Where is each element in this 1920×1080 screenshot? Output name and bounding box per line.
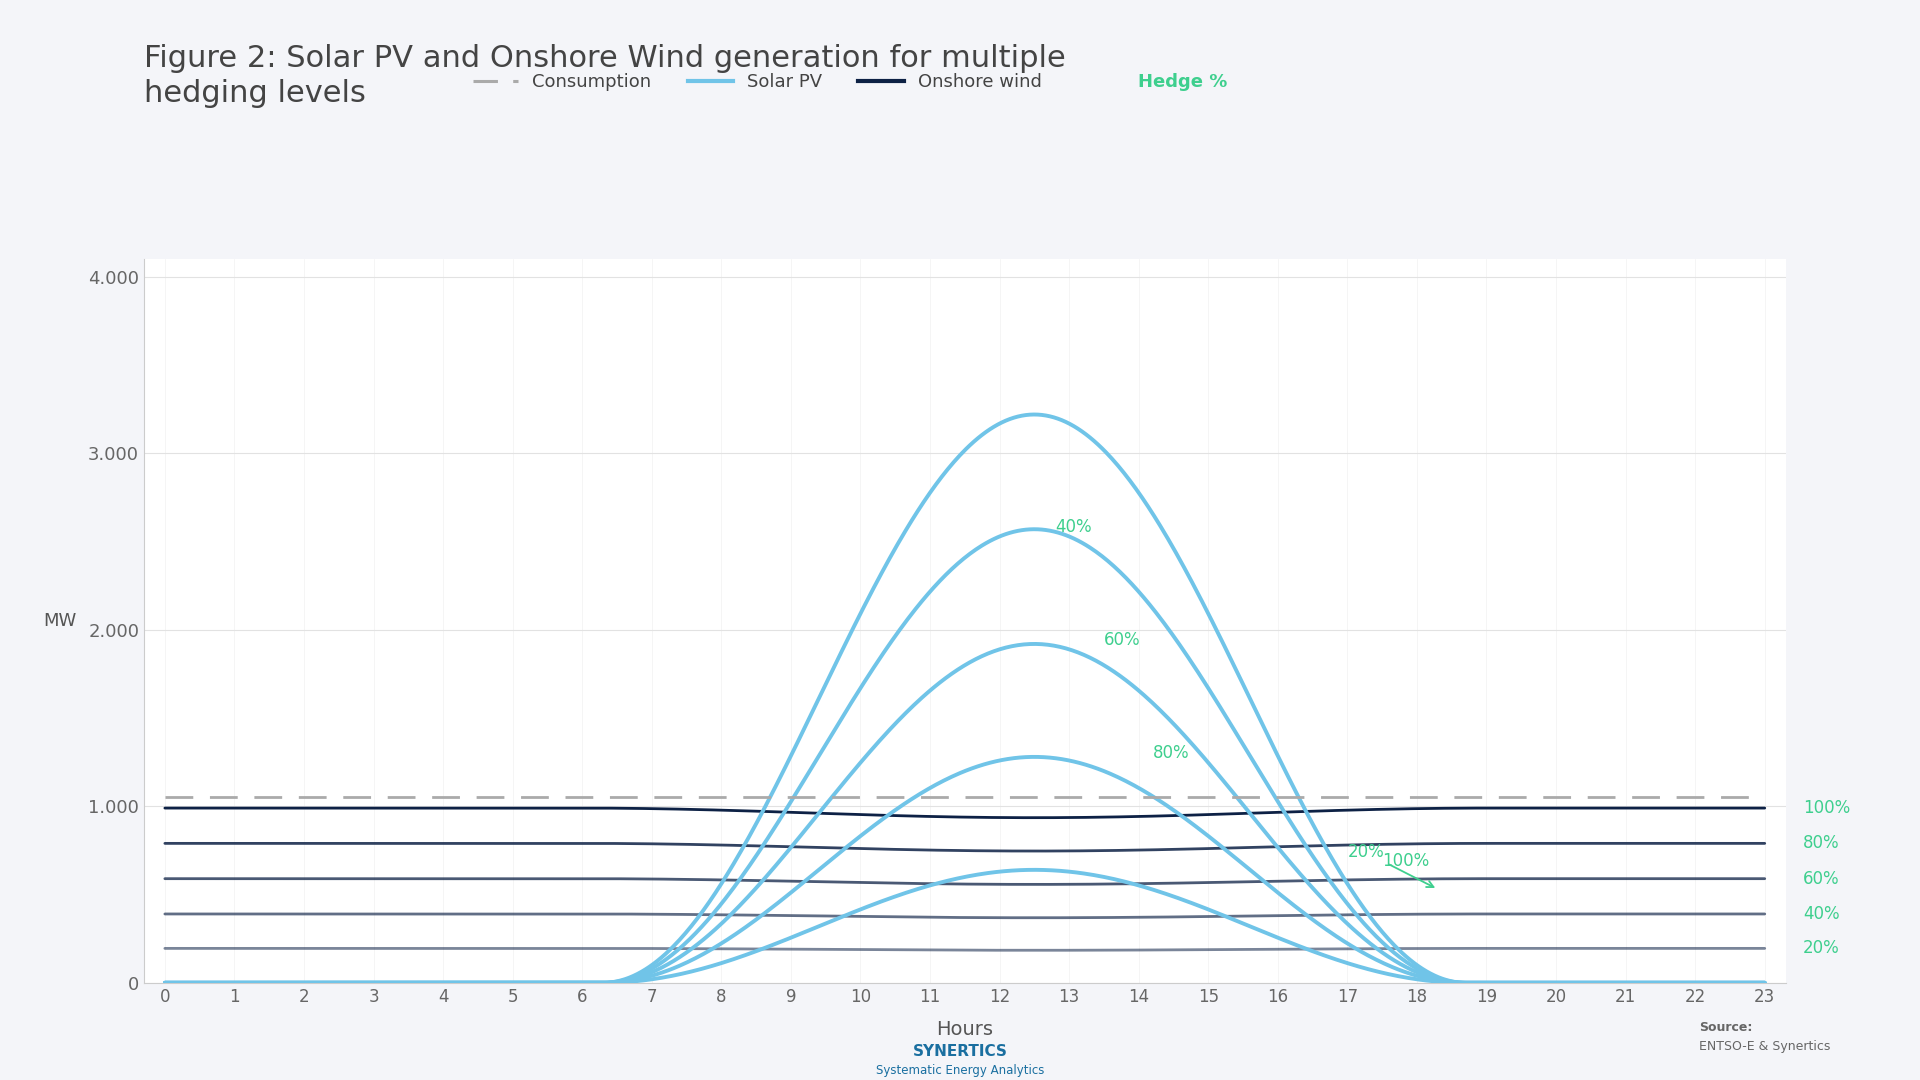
Y-axis label: MW: MW	[44, 612, 77, 630]
Text: 80%: 80%	[1803, 835, 1839, 852]
Text: Figure 2: Solar PV and Onshore Wind generation for multiple
hedging levels: Figure 2: Solar PV and Onshore Wind gene…	[144, 44, 1066, 108]
Text: 60%: 60%	[1803, 869, 1839, 888]
Text: SYNERTICS: SYNERTICS	[912, 1044, 1008, 1059]
Legend: Consumption, Solar PV, Onshore wind, Hedge %: Consumption, Solar PV, Onshore wind, Hed…	[465, 66, 1235, 98]
Text: Systematic Energy Analytics: Systematic Energy Analytics	[876, 1064, 1044, 1077]
Text: 20%: 20%	[1348, 843, 1434, 887]
Text: 40%: 40%	[1056, 518, 1092, 537]
Text: Source:: Source:	[1699, 1022, 1753, 1035]
Text: 100%: 100%	[1382, 852, 1428, 870]
X-axis label: Hours: Hours	[937, 1020, 993, 1039]
Text: 40%: 40%	[1803, 905, 1839, 923]
Text: 60%: 60%	[1104, 632, 1140, 649]
Text: 20%: 20%	[1803, 940, 1839, 957]
Text: 80%: 80%	[1152, 744, 1188, 762]
Text: 100%: 100%	[1803, 799, 1851, 818]
Text: ENTSO-E & Synertics: ENTSO-E & Synertics	[1699, 1040, 1830, 1053]
